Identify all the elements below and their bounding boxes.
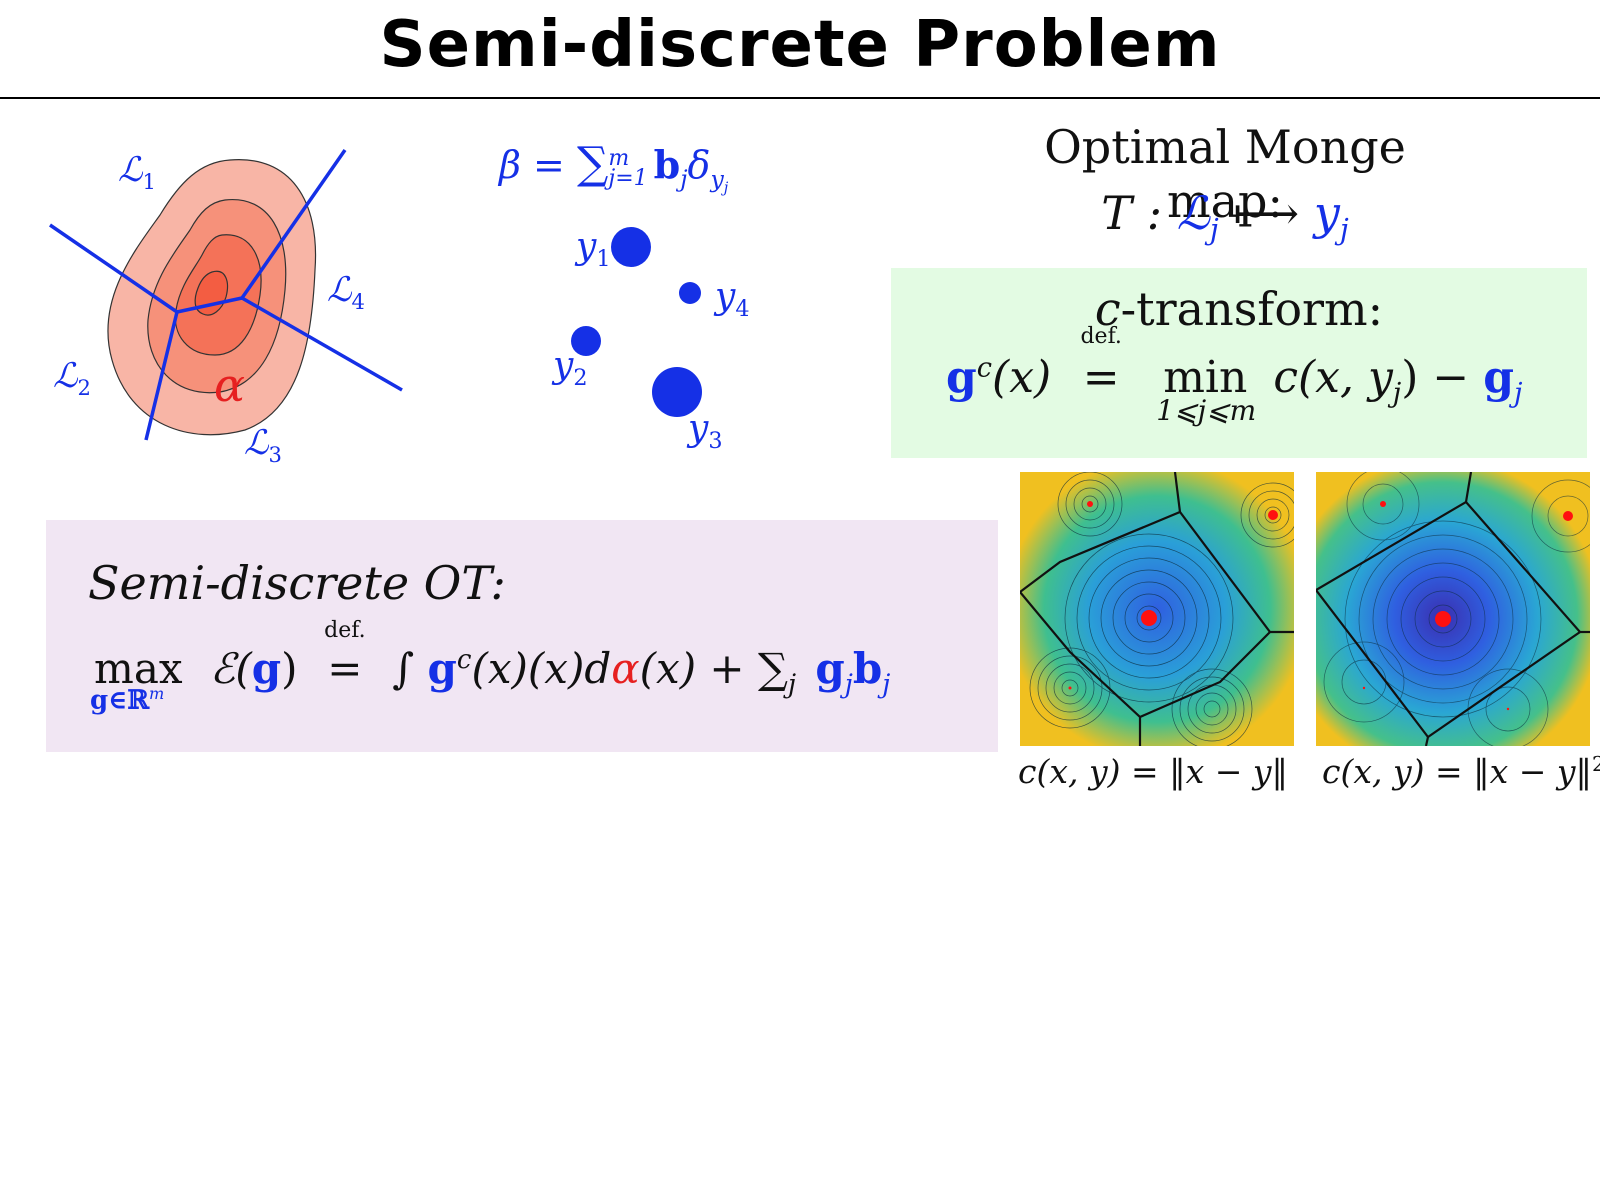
alpha-label: α (214, 358, 246, 412)
title-divider (0, 97, 1600, 99)
caption-squared-distance: c(x, y) = ‖x − y‖2 (1322, 752, 1600, 791)
point-y4 (679, 282, 701, 304)
semi-discrete-ot-heading: Semi-discrete OT: (88, 556, 506, 610)
point-label-y4: y4 (715, 276, 750, 323)
c-transform-heading: c-transform: (1094, 282, 1384, 336)
slide-title: Semi-discrete Problem (379, 8, 1221, 82)
caption-distance: c(x, y) = ‖x − y‖ (1018, 752, 1288, 791)
cell-label-L4: ℒ4 (327, 270, 365, 314)
density-contours (107, 159, 317, 436)
monge-formula: T : ℒj ⟼ yj (1101, 186, 1349, 247)
cell-boundaries (49, 149, 403, 441)
c-transform-formula: gc(x) def. = min 1⩽j⩽m c(x, yj) − gj (946, 324, 1523, 427)
point-label-y2: y2 (553, 345, 588, 392)
beta-formula: β = ∑m j=1 bjδyj (499, 138, 729, 197)
cell-label-L2: ℒ2 (53, 356, 91, 400)
laguerre-cells-diagram (49, 149, 403, 441)
monge-heading: Optimal Monge map: (1044, 120, 1406, 228)
semi-discrete-ot-formula: max g∈ℝm ℰ(g) def. = ∫ gc(x)(x)dα(x) + ∑j … (90, 618, 891, 716)
point-label-y1: y1 (576, 226, 611, 273)
discrete-points-plot (571, 227, 702, 417)
semi-discrete-ot-box (46, 520, 998, 752)
cell-label-L1: ℒ1 (118, 150, 156, 194)
distance-cost-map (1020, 472, 1294, 746)
point-y3 (652, 367, 702, 417)
c-transform-box (891, 268, 1587, 458)
point-y1 (611, 227, 651, 267)
cell-label-L3: ℒ3 (244, 423, 282, 467)
squared-distance-cost-map (1316, 472, 1590, 746)
point-label-y3: y3 (688, 408, 723, 455)
point-y2 (571, 326, 601, 356)
